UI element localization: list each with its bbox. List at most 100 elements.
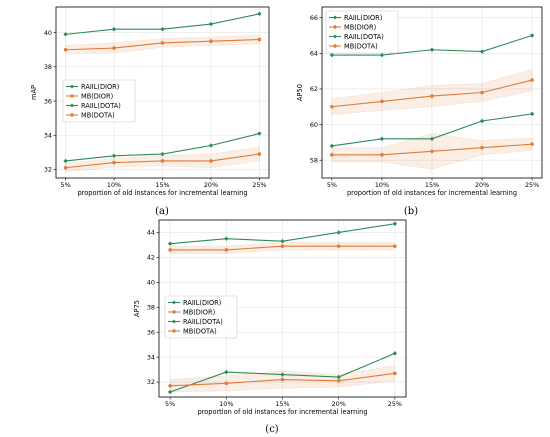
y-tick-label: 40 xyxy=(147,279,155,287)
data-point xyxy=(479,118,485,124)
data-point xyxy=(63,32,68,37)
panel-caption: (a) xyxy=(155,206,169,217)
x-axis-label: proportion of old instances for incremen… xyxy=(197,408,367,416)
legend-entry: MB(DOTA) xyxy=(344,42,378,50)
data-point xyxy=(208,21,214,27)
data-point xyxy=(224,369,229,375)
y-tick-label: 34 xyxy=(147,353,155,361)
x-tick-label: 25% xyxy=(252,181,266,189)
legend-swatch-marker xyxy=(172,319,176,324)
y-tick-label: 44 xyxy=(147,229,155,237)
data-point xyxy=(160,27,165,32)
y-tick-label: 62 xyxy=(310,85,318,93)
data-point xyxy=(209,159,213,163)
data-point xyxy=(111,153,117,158)
chart-panel-2: 58 60 62 64 66 5% 10% 15% 20% 25% proportion of ol… xyxy=(296,6,543,217)
data-point xyxy=(330,104,334,109)
y-axis-label: AP75 xyxy=(133,300,141,317)
x-tick-label: 10% xyxy=(375,181,389,189)
y-tick-label: 38 xyxy=(44,63,52,71)
data-point xyxy=(167,241,173,246)
y-tick-label: 64 xyxy=(310,50,318,58)
y-tick-label: 58 xyxy=(310,156,318,164)
x-tick-label: 15% xyxy=(275,400,289,408)
legend-swatch-marker xyxy=(172,329,176,333)
data-point xyxy=(63,158,68,164)
data-point xyxy=(393,244,397,248)
data-point xyxy=(430,94,434,98)
x-tick-label: 5% xyxy=(327,181,337,189)
data-point xyxy=(429,47,435,52)
x-tick-label: 15% xyxy=(425,181,439,189)
legend-entry: RAIIL(DIOR) xyxy=(344,14,382,22)
legend-entry: MB(DIOR) xyxy=(183,308,215,316)
data-point xyxy=(380,153,384,157)
legend-swatch-marker xyxy=(172,310,176,314)
legend-swatch-marker xyxy=(70,103,74,108)
data-point xyxy=(280,244,285,248)
data-point xyxy=(209,39,213,43)
data-point xyxy=(379,52,385,58)
data-point xyxy=(392,351,398,356)
data-point xyxy=(336,374,341,380)
y-tick-label: 36 xyxy=(44,97,52,105)
legend-entry: MB(DIOR) xyxy=(81,92,113,100)
legend-swatch-marker xyxy=(70,84,74,89)
data-point xyxy=(336,244,341,248)
data-point xyxy=(329,52,335,58)
legend-entry: MB(DOTA) xyxy=(81,111,115,119)
y-tick-label: 60 xyxy=(310,121,318,129)
y-tick-label: 34 xyxy=(44,131,52,139)
x-tick-label: 5% xyxy=(61,181,71,189)
legend-box xyxy=(164,295,238,339)
legend-entry: RAIIL(DIOR) xyxy=(81,83,119,91)
legend-swatch-marker xyxy=(70,94,74,98)
panel-caption: (b) xyxy=(404,206,418,217)
panel-caption: (c) xyxy=(265,424,279,435)
y-tick-label: 32 xyxy=(44,166,52,174)
data-point xyxy=(280,372,285,377)
data-point xyxy=(380,99,384,104)
data-point xyxy=(330,153,334,157)
data-point xyxy=(280,377,285,382)
data-point xyxy=(168,383,172,388)
y-tick-label: 40 xyxy=(44,29,52,37)
data-point xyxy=(224,248,229,252)
data-point xyxy=(257,37,262,42)
y-axis-label: AP50 xyxy=(296,84,304,101)
legend-entry: RAIIL(DOTA) xyxy=(81,102,121,110)
y-tick-label: 42 xyxy=(147,254,155,262)
legend-swatch-marker xyxy=(333,44,337,48)
chart-panel-1: 32 34 36 38 40 5% 10% 15% 20% 25% proportion of ol… xyxy=(30,6,270,217)
legend-entry: RAIIL(DOTA) xyxy=(344,33,384,41)
data-point xyxy=(63,165,68,170)
legend-box xyxy=(325,10,399,54)
data-point xyxy=(112,160,116,165)
x-axis-label: proportion of old instances for incremen… xyxy=(347,189,517,197)
data-point xyxy=(224,381,229,386)
confidence-band xyxy=(331,69,533,116)
x-tick-label: 20% xyxy=(204,181,218,189)
legend-entry: MB(DOTA) xyxy=(183,327,217,335)
data-point xyxy=(167,389,173,395)
data-point xyxy=(208,143,214,148)
y-tick-label: 38 xyxy=(147,303,155,311)
data-point xyxy=(336,378,341,383)
data-point xyxy=(168,248,172,252)
legend-box xyxy=(62,79,136,123)
x-tick-label: 20% xyxy=(332,400,346,408)
data-point xyxy=(112,46,116,50)
data-point xyxy=(257,152,262,156)
data-point xyxy=(480,90,484,95)
data-point xyxy=(336,230,341,235)
legend-swatch-marker xyxy=(70,113,74,117)
data-point xyxy=(111,27,117,32)
legend-swatch-marker xyxy=(333,34,337,39)
y-axis-label: mAP xyxy=(30,85,38,100)
data-point xyxy=(280,238,285,244)
legend-swatch-marker xyxy=(333,25,337,29)
data-point xyxy=(329,143,335,149)
y-tick-label: 32 xyxy=(147,378,155,386)
legend-entry: MB(DIOR) xyxy=(344,23,376,31)
